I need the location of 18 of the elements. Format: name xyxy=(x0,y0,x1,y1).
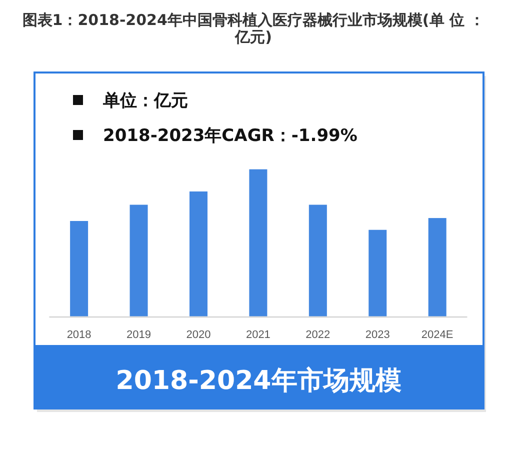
bar xyxy=(130,204,148,317)
x-tick-label: 2019 xyxy=(126,329,152,341)
bar xyxy=(249,169,268,317)
x-tick-label: 2023 xyxy=(365,329,390,341)
text: 单位：亿元 xyxy=(102,91,188,111)
bar xyxy=(189,191,208,317)
text: 2018-2024年市场规模 xyxy=(116,366,402,396)
x-tick-label: 2021 xyxy=(246,329,270,341)
x-tick-label: 2022 xyxy=(306,329,330,341)
chart-title: 图表1：2018-2024年中国骨科植入医疗器械行业市场规模(单 位 ：亿元) xyxy=(21,11,486,46)
x-tick-label: 2024E xyxy=(421,329,454,341)
bar xyxy=(70,220,88,317)
text: 2018-2023年CAGR：-1.99% xyxy=(103,126,358,146)
bar xyxy=(428,218,446,317)
x-tick-label: 2018 xyxy=(66,329,92,341)
bar xyxy=(368,230,387,317)
bar xyxy=(308,204,327,317)
x-tick-label: 2020 xyxy=(186,329,211,341)
